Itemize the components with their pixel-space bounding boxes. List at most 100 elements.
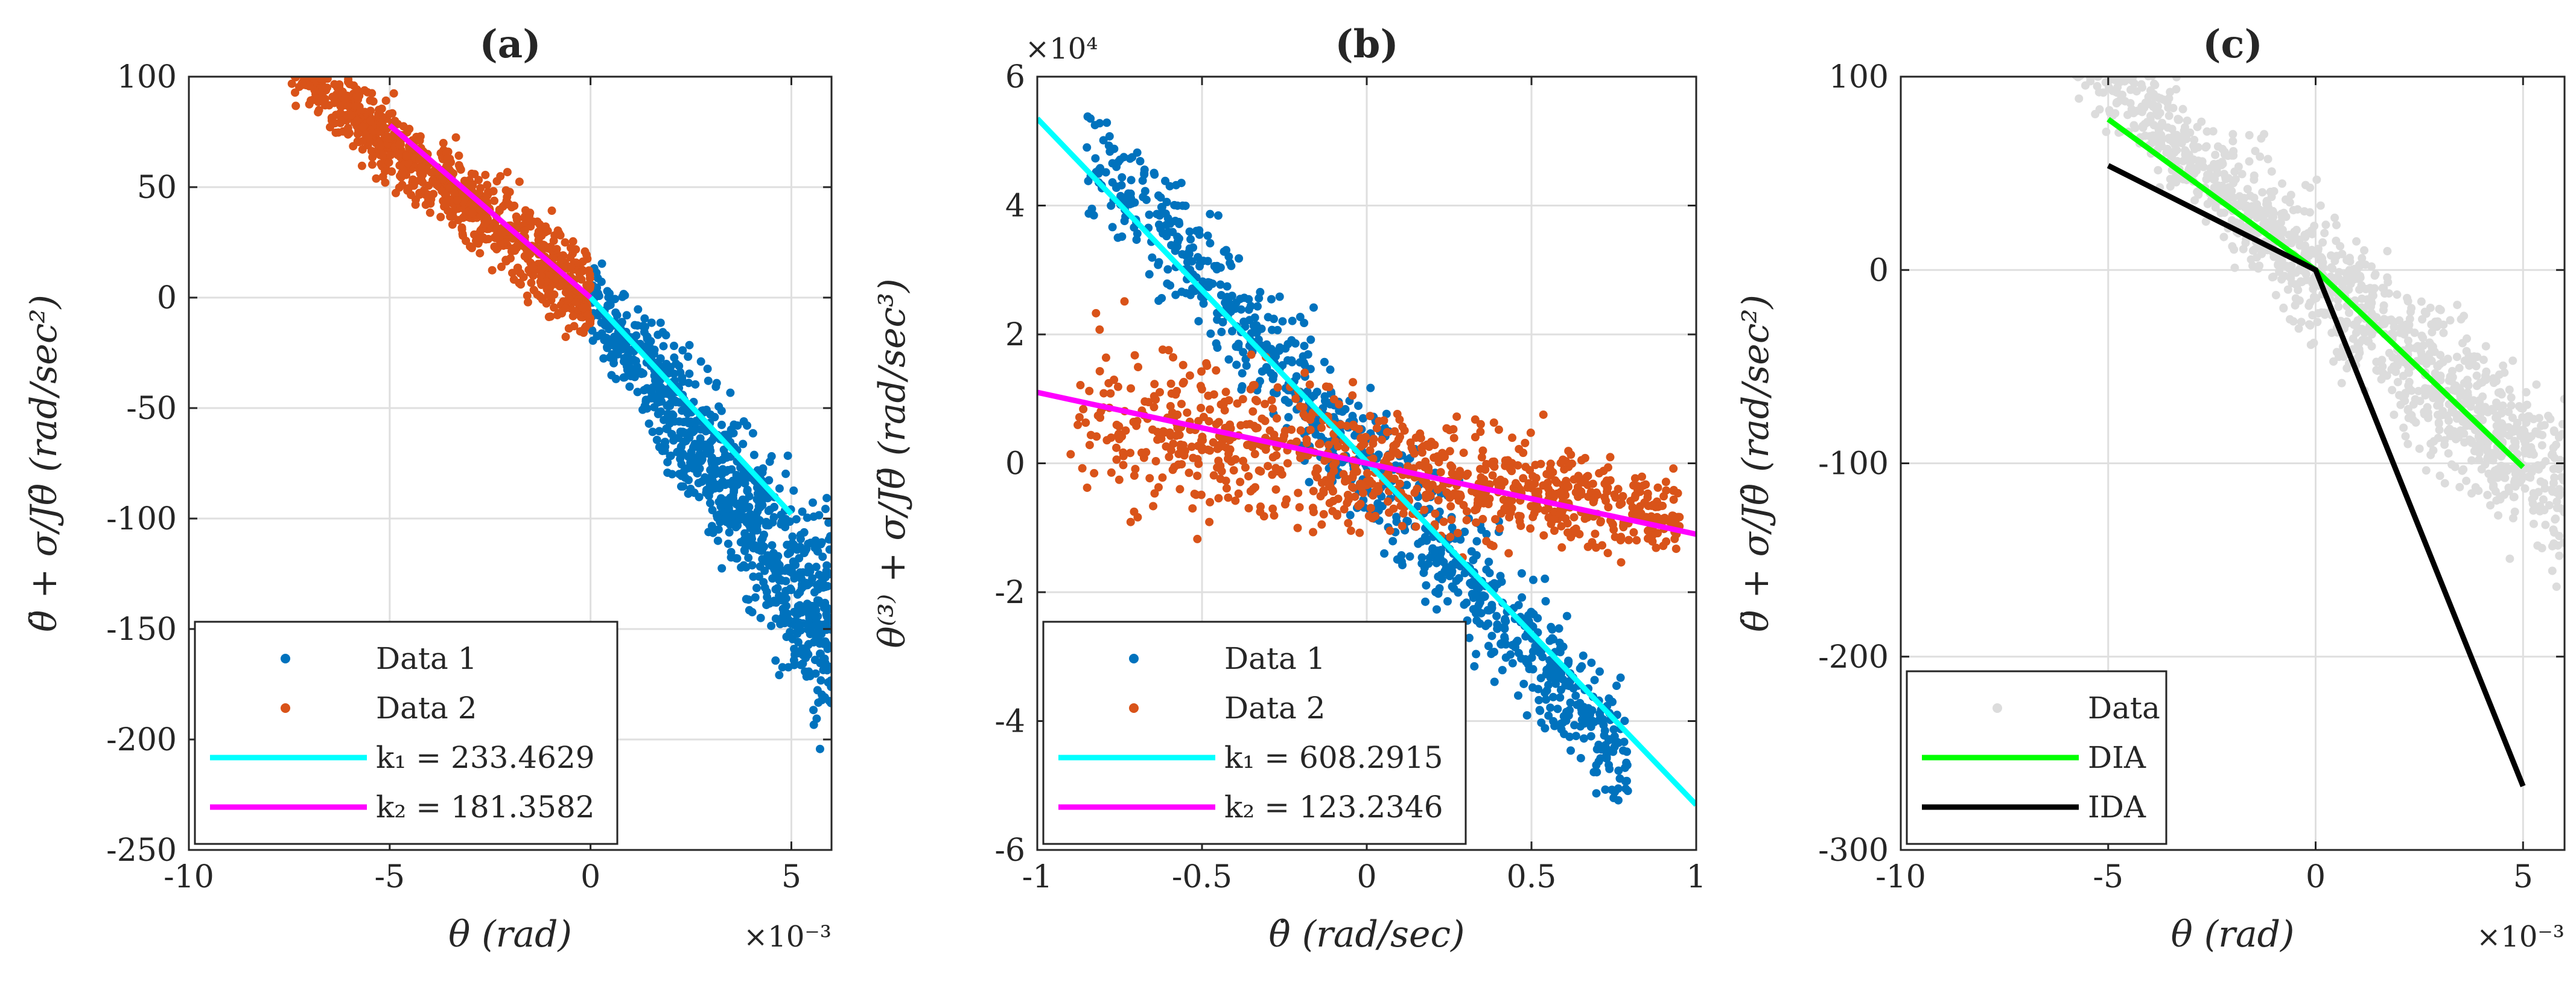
scatter-point: [755, 562, 765, 571]
scatter-point: [1489, 541, 1498, 551]
scatter-point: [2260, 130, 2269, 139]
scatter-point: [374, 105, 383, 114]
scatter-point: [1563, 528, 1572, 537]
scatter-point: [2500, 473, 2509, 482]
scatter-point: [1470, 662, 1479, 671]
scatter-point: [2293, 205, 2302, 214]
scatter-point: [1577, 456, 1586, 465]
x-tick-label: 0.5: [1507, 859, 1557, 895]
scatter-point: [2075, 94, 2084, 103]
scatter-point: [1349, 378, 1358, 387]
scatter-point: [1396, 501, 1405, 510]
legend-marker: [281, 703, 290, 713]
scatter-point: [1472, 650, 1481, 659]
scatter-point: [2475, 398, 2484, 407]
scatter-point: [304, 50, 312, 59]
scatter-point: [608, 350, 617, 359]
scatter-point: [1196, 382, 1205, 391]
scatter-point: [1238, 395, 1247, 404]
scatter-point: [788, 532, 797, 541]
scatter-point: [454, 161, 463, 170]
scatter-point: [811, 536, 820, 545]
scatter-point: [759, 578, 768, 587]
scatter-point: [2494, 388, 2503, 397]
scatter-point: [2067, 24, 2076, 32]
scatter-point: [661, 331, 670, 340]
scatter-point: [2059, 1, 2067, 10]
scatter-point: [800, 549, 809, 558]
scatter-point: [2411, 395, 2420, 404]
scatter-point: [778, 663, 787, 672]
scatter-point: [1203, 231, 1212, 240]
scatter-point: [2539, 495, 2548, 504]
scatter-point: [386, 150, 395, 159]
scatter-point: [2069, 34, 2078, 42]
scatter-point: [297, 56, 305, 64]
scatter-point: [1189, 453, 1198, 462]
scatter-point: [2313, 318, 2322, 327]
scatter-point: [2030, 0, 2038, 7]
scatter-point: [795, 601, 804, 610]
scatter-point: [358, 137, 367, 146]
scatter-point: [2178, 104, 2187, 113]
scatter-point: [2070, 65, 2079, 73]
scatter-point: [739, 439, 748, 449]
scatter-point: [1319, 509, 1328, 519]
scatter-point: [1465, 633, 1474, 642]
scatter-point: [468, 200, 477, 209]
scatter-point: [544, 290, 553, 299]
scatter-point: [1162, 232, 1171, 241]
scatter-point: [684, 489, 693, 498]
scatter-point: [2277, 179, 2286, 188]
scatter-point: [2104, 56, 2113, 65]
scatter-point: [2061, 25, 2069, 34]
scatter-point: [810, 612, 819, 621]
scatter-point: [1204, 417, 1213, 426]
scatter-point: [2050, 33, 2058, 42]
scatter-point: [407, 190, 416, 199]
scatter-point: [352, 85, 361, 94]
plot-area: [1037, 112, 1696, 807]
scatter-point: [432, 180, 441, 189]
scatter-point: [1560, 465, 1569, 474]
scatter-point: [711, 382, 720, 391]
scatter-point: [659, 342, 668, 351]
scatter-point: [731, 509, 740, 519]
scatter-point: [1145, 210, 1154, 219]
scatter-point: [1407, 443, 1416, 452]
scatter-point: [1471, 607, 1480, 616]
scatter-point: [552, 244, 561, 254]
scatter-point: [1268, 504, 1277, 513]
scatter-point: [2277, 256, 2286, 265]
scatter-point: [482, 196, 491, 205]
scatter-point: [1419, 442, 1428, 451]
scatter-point: [1206, 497, 1215, 506]
scatter-point: [1448, 567, 1457, 576]
scatter-point: [1550, 526, 1559, 535]
scatter-point: [2172, 130, 2181, 139]
scatter-point: [1603, 549, 1612, 558]
scatter-point: [2007, 12, 2015, 21]
scatter-point: [1212, 339, 1221, 348]
scatter-point: [1309, 528, 1318, 537]
scatter-point: [788, 634, 797, 644]
scatter-point: [2306, 183, 2315, 192]
scatter-point: [1154, 191, 1163, 200]
scatter-point: [537, 264, 546, 273]
scatter-point: [1224, 355, 1233, 364]
scatter-point: [445, 183, 454, 192]
scatter-point: [343, 77, 352, 86]
scatter-point: [2411, 418, 2420, 427]
scatter-point: [2218, 158, 2227, 167]
scatter-point: [722, 453, 731, 462]
scatter-point: [2504, 407, 2513, 417]
scatter-point: [1556, 509, 1565, 518]
scatter-point: [1544, 711, 1553, 720]
scatter-point: [1350, 422, 1359, 431]
scatter-point: [1659, 541, 1668, 551]
scatter-point: [1295, 503, 1304, 512]
scatter-point: [2475, 455, 2484, 464]
scatter-point: [2460, 429, 2469, 438]
y-tick-label: 0: [1005, 446, 1025, 482]
scatter-point: [1131, 464, 1140, 473]
